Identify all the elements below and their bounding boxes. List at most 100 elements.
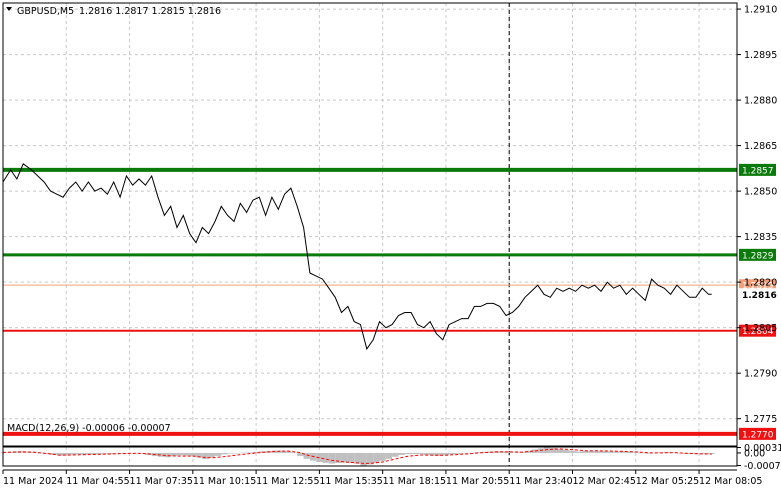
- macd-bar: [600, 451, 608, 453]
- y-tick-label: 1.2910: [744, 5, 777, 16]
- level-label: 1.2857: [742, 166, 774, 176]
- y-tick-label: 1.2775: [744, 414, 777, 425]
- macd-bar: [512, 452, 519, 453]
- macd-bar: [18, 451, 26, 453]
- x-tick-label: 11 Mar 23:40: [509, 476, 572, 487]
- axis-labels: 11 Mar 2024 11 Mar 04:55 11 Mar 07:35 11 Ma…: [3, 5, 781, 487]
- level-label-box: [739, 324, 776, 337]
- macd-bar: [550, 447, 557, 453]
- macd-indicator: [0, 447, 715, 466]
- macd-bar: [322, 452, 329, 463]
- level-label-box: [739, 163, 776, 176]
- macd-y-tick-label: -0.00072: [744, 461, 781, 472]
- level-label: 1.2816: [742, 291, 777, 301]
- macd-bar: [341, 452, 348, 463]
- x-tick-label: 11 Mar 07:35: [130, 476, 193, 487]
- macd-bar: [195, 452, 203, 458]
- macd-bar: [569, 450, 576, 453]
- macd-bar: [670, 452, 677, 454]
- macd-bar: [645, 452, 652, 454]
- macd-bar: [214, 452, 222, 456]
- macd-bar: [177, 452, 184, 456]
- macd-bar: [208, 452, 215, 458]
- chevron-down-icon[interactable]: [6, 7, 12, 11]
- macd-bar: [702, 452, 709, 454]
- symbol-label: GBPUSD,M5: [17, 6, 74, 17]
- macd-bar: [613, 451, 620, 453]
- level-label-box: [739, 427, 776, 440]
- macd-bar: [544, 447, 551, 453]
- macd-bar: [75, 452, 83, 455]
- macd-bar: [158, 452, 165, 457]
- macd-bar: [360, 452, 367, 466]
- macd-signal-line: [2, 448, 712, 464]
- macd-bar: [94, 452, 102, 455]
- macd-bar: [632, 452, 639, 453]
- macd-bar: [290, 452, 298, 453]
- price-series: [2, 163, 712, 351]
- macd-bar: [202, 452, 209, 460]
- grid-lines: [2, 3, 737, 466]
- y-tick-label: 1.2895: [744, 50, 777, 61]
- macd-y-tick-label: 0.00: [744, 448, 765, 459]
- macd-bar: [575, 451, 582, 453]
- macd-bar: [227, 452, 234, 454]
- ohlc-values: 1.2816 1.2817 1.2815 1.2816: [79, 6, 221, 17]
- macd-bar: [37, 452, 45, 454]
- macd-bar: [531, 449, 538, 453]
- y-tick-label: 1.2835: [744, 232, 777, 243]
- macd-bar: [347, 452, 355, 463]
- x-tick-label: 12 Mar 08:05: [699, 476, 762, 487]
- macd-bar: [398, 452, 405, 456]
- macd-bar: [113, 452, 121, 454]
- macd-bar: [695, 452, 703, 454]
- macd-bar: [626, 451, 633, 453]
- x-tick-label: 11 Mar 04:55: [66, 476, 129, 487]
- level-label-box: [739, 288, 776, 301]
- macd-bar: [335, 452, 342, 464]
- macd-header: MACD(12,26,9) -0.00006 -0.00007: [7, 423, 171, 434]
- macd-bar: [430, 452, 437, 456]
- macd-bar: [82, 452, 89, 455]
- macd-bar: [328, 452, 336, 464]
- price-line: [2, 163, 712, 351]
- macd-bar: [354, 452, 361, 464]
- macd-bar: [183, 452, 190, 456]
- macd-bar: [139, 452, 146, 454]
- macd-bar: [468, 452, 475, 454]
- macd-bar: [525, 450, 532, 453]
- x-tick-label: 11 Mar 20:55: [446, 476, 509, 487]
- macd-bar: [455, 452, 462, 454]
- macd-bar: [63, 452, 70, 456]
- macd-bar: [385, 452, 393, 459]
- macd-bar: [240, 452, 247, 454]
- macd-bar: [297, 452, 304, 457]
- macd-bar: [474, 452, 481, 453]
- macd-bar: [506, 452, 513, 453]
- macd-bar: [379, 452, 386, 461]
- x-tick-label: 11 Mar 18:15: [383, 476, 446, 487]
- x-tick-label: 11 Mar 2024: [3, 476, 63, 487]
- level-label: 1.2804: [742, 327, 774, 337]
- macd-bar: [708, 452, 715, 454]
- macd-bar: [588, 450, 595, 453]
- macd-bar: [233, 452, 241, 454]
- macd-panel-frame: [2, 446, 738, 467]
- x-tick-label: 11 Mar 10:15: [193, 476, 256, 487]
- macd-bar: [562, 449, 570, 453]
- macd-bar: [619, 451, 627, 453]
- macd-bar: [423, 452, 431, 456]
- macd-bar: [246, 452, 253, 453]
- macd-bar: [88, 452, 95, 455]
- macd-bar: [303, 452, 310, 459]
- y-tick-label: 1.2880: [744, 96, 777, 107]
- macd-bar: [56, 452, 64, 456]
- macd-bar: [252, 451, 260, 453]
- macd-bar: [651, 452, 658, 454]
- y-tick-label: 1.2865: [744, 141, 777, 152]
- macd-bar: [556, 448, 563, 453]
